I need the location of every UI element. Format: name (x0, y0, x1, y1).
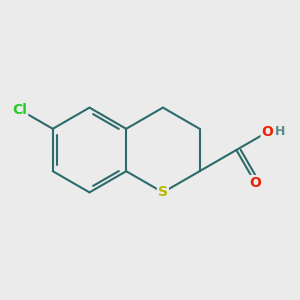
Text: O: O (262, 125, 274, 139)
Text: Cl: Cl (12, 103, 27, 117)
Text: S: S (158, 185, 168, 200)
Text: H: H (275, 125, 286, 139)
Text: O: O (250, 176, 261, 190)
